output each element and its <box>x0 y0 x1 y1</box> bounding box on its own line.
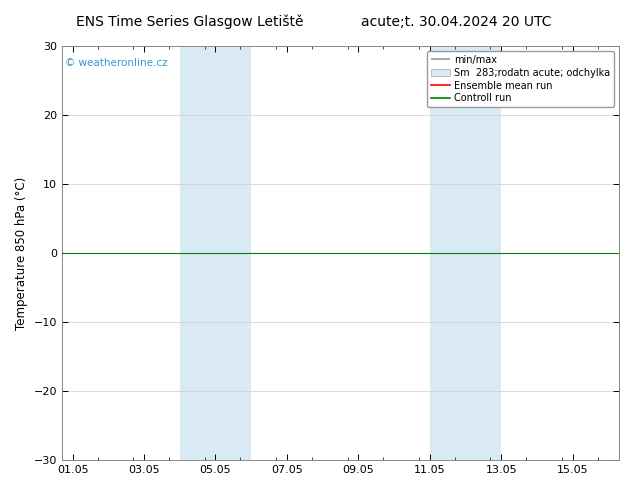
Y-axis label: Temperature 850 hPa (°C): Temperature 850 hPa (°C) <box>15 176 28 330</box>
Legend: min/max, Sm  283;rodatn acute; odchylka, Ensemble mean run, Controll run: min/max, Sm 283;rodatn acute; odchylka, … <box>427 51 614 107</box>
Text: © weatheronline.cz: © weatheronline.cz <box>65 58 167 69</box>
Text: acute;t. 30.04.2024 20 UTC: acute;t. 30.04.2024 20 UTC <box>361 15 552 29</box>
Text: ENS Time Series Glasgow Letiště: ENS Time Series Glasgow Letiště <box>77 15 304 29</box>
Bar <box>430 46 501 460</box>
Bar <box>180 46 251 460</box>
